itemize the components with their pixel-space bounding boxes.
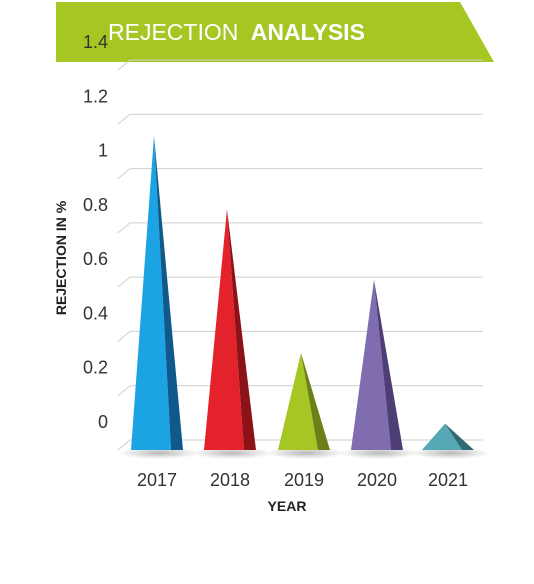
bar-side-2020	[374, 279, 403, 450]
gridline	[117, 113, 483, 125]
bar-side-2021	[445, 423, 474, 450]
y-tick-label: 0.4	[83, 303, 108, 323]
bar-side-2019	[301, 353, 330, 450]
x-axis-title: YEAR	[268, 498, 307, 514]
grid-lines	[117, 59, 483, 451]
x-tick-label: 2019	[284, 470, 324, 490]
y-axis-title: REJECTION IN %	[53, 200, 69, 315]
gridline	[117, 222, 483, 234]
x-tick-label: 2020	[357, 470, 397, 490]
bar-2017	[131, 135, 171, 450]
gridline	[117, 276, 483, 288]
y-tick-label: 0.2	[83, 358, 108, 378]
bar-2021	[422, 423, 462, 450]
bar-2020	[351, 279, 391, 450]
x-tick-label: 2021	[428, 470, 468, 490]
x-tick-label: 2017	[137, 470, 177, 490]
bars	[119, 135, 490, 459]
y-tick-label: 1	[98, 141, 108, 161]
bar-side-2017	[154, 135, 183, 450]
y-tick-label: 0.8	[83, 195, 108, 215]
y-axis-ticks: 0 0.2 0.4 0.6 0.8 1 1.2 1.4	[83, 32, 108, 432]
bar-2018	[204, 209, 244, 450]
x-tick-label: 2018	[210, 470, 250, 490]
y-tick-label: 1.2	[83, 86, 108, 106]
y-tick-label: 1.4	[83, 32, 108, 52]
bar-2019	[278, 353, 318, 450]
title-bold: ANALYSIS	[251, 19, 365, 45]
chart-title: REJECTION ANALYSIS	[108, 19, 365, 45]
bar-side-2018	[227, 209, 256, 450]
title-banner	[56, 2, 494, 62]
x-axis-ticks: 2017 2018 2019 2020 2021	[137, 470, 468, 490]
title-light: REJECTION	[108, 19, 238, 45]
y-tick-label: 0.6	[83, 249, 108, 269]
gridline	[117, 330, 483, 342]
gridline	[117, 59, 483, 71]
y-tick-label: 0	[98, 412, 108, 432]
gridline	[117, 168, 483, 179]
